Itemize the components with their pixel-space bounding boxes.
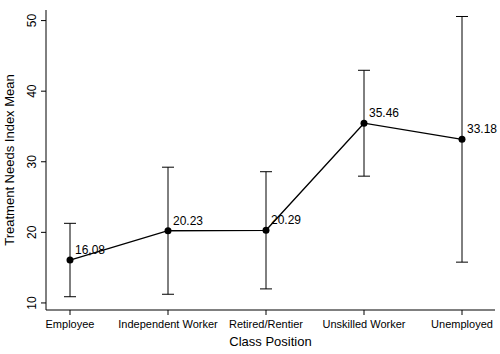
data-label: 35.46	[369, 106, 399, 120]
chart: 10 20 30 40 50 Employee Independent Worker Reti…	[0, 0, 500, 354]
data-point	[67, 257, 74, 264]
y-tick-label: 40	[25, 84, 39, 98]
y-axis-title: Treatment Needs Index Mean	[2, 74, 17, 246]
x-tick-label: Unemployed	[431, 318, 493, 330]
y-tick	[41, 161, 46, 162]
data-label: 20.23	[173, 214, 203, 228]
background	[0, 0, 500, 354]
data-point	[263, 227, 270, 234]
data-line	[70, 123, 462, 260]
x-tick	[462, 310, 463, 315]
error-bar-cap	[456, 262, 468, 263]
error-bar-cap	[456, 16, 468, 17]
error-bar	[358, 70, 370, 176]
x-tick	[364, 310, 365, 315]
y-tick	[41, 20, 46, 21]
x-tick-label: Retired/Rentier	[229, 318, 303, 330]
y-tick-label: 50	[25, 14, 39, 28]
data-label: 16,08	[75, 243, 105, 257]
y-tick	[41, 232, 46, 233]
data-point	[459, 136, 466, 143]
error-bar-cap	[358, 70, 370, 71]
y-tick-label: 10	[25, 296, 39, 310]
x-tick	[70, 310, 71, 315]
data-point	[165, 227, 172, 234]
x-axis	[46, 310, 495, 311]
error-bar	[456, 16, 468, 262]
x-tick-label: Employee	[46, 318, 95, 330]
y-tick-label: 30	[25, 155, 39, 169]
plot-area	[64, 16, 468, 296]
error-bar-cap	[162, 294, 174, 295]
error-bar-cap	[260, 171, 272, 172]
error-bar-cap	[162, 167, 174, 168]
error-bar-cap	[260, 288, 272, 289]
y-tick	[41, 302, 46, 303]
error-bar-cap	[64, 296, 76, 297]
y-tick-label: 20	[25, 225, 39, 239]
x-tick	[266, 310, 267, 315]
y-tick	[41, 91, 46, 92]
data-label: 33.18	[467, 122, 497, 136]
x-axis-title: Class Position	[229, 334, 311, 349]
error-bar	[64, 223, 76, 296]
x-tick-label: Independent Worker	[118, 318, 218, 330]
error-bar-cap	[358, 176, 370, 177]
y-axis	[46, 10, 47, 310]
error-bar-cap	[64, 223, 76, 224]
chart-container: 10 20 30 40 50 Employee Independent Worker Reti…	[0, 0, 500, 354]
x-tick-label: Unskilled Worker	[323, 318, 406, 330]
data-label: 20.29	[271, 213, 301, 227]
data-point	[361, 120, 368, 127]
x-tick	[168, 310, 169, 315]
